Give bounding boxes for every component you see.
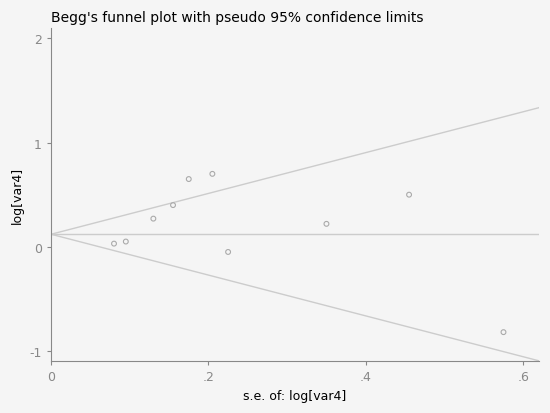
Text: Begg's funnel plot with pseudo 95% confidence limits: Begg's funnel plot with pseudo 95% confi… [51,11,424,25]
Point [208,171,217,178]
Point [169,202,178,209]
Point [322,221,331,228]
Point [122,239,130,245]
Y-axis label: log[var4]: log[var4] [11,167,24,224]
X-axis label: s.e. of: log[var4]: s.e. of: log[var4] [243,389,346,402]
Point [405,192,414,199]
Point [149,216,158,223]
Point [499,329,508,336]
Point [109,241,118,247]
Point [184,176,193,183]
Point [224,249,233,256]
